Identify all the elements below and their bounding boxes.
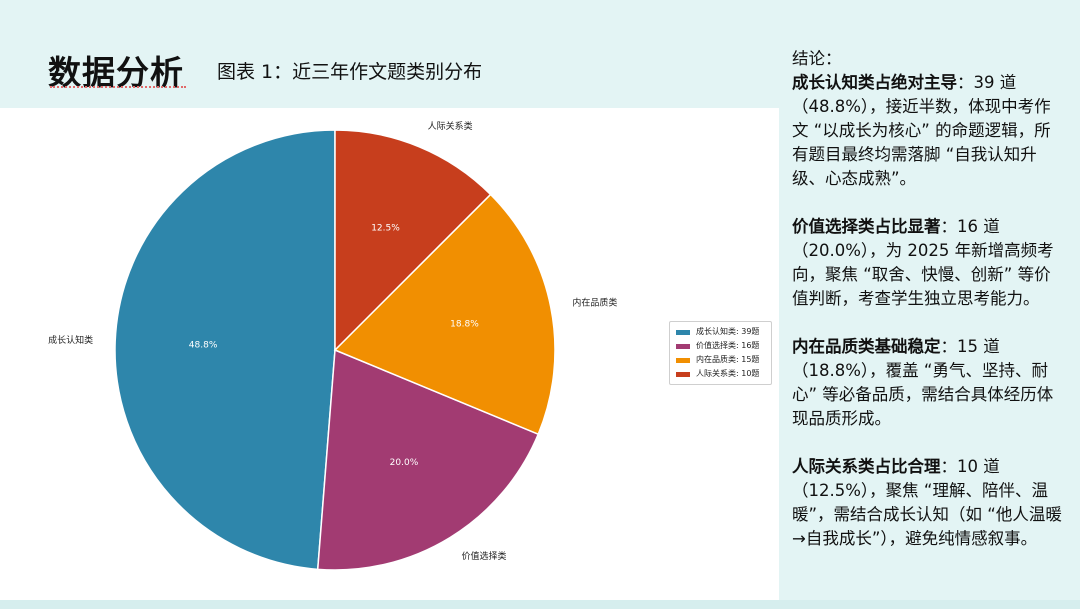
legend-label: 成长认知类: 39题 — [696, 327, 760, 336]
conclusion-lead: 内在品质类基础稳定 — [792, 337, 941, 356]
pie-slice-relation — [334, 129, 492, 352]
conclusion-text: ：15 道（18.8%），覆盖 “勇气、坚持、耐心” 等必备品质，需结合具体经历… — [792, 337, 1054, 428]
legend-swatch — [676, 357, 690, 363]
page-title: 数据分析 — [48, 53, 184, 92]
conclusion-lead: 成长认知类占绝对主导 — [792, 73, 957, 92]
pie-percent-label-relation: 12.5% — [371, 224, 400, 234]
conclusion-lead: 人际关系类占比合理 — [792, 457, 941, 476]
legend-entry-growth: 成长认知类: 39题 — [676, 325, 767, 339]
conclusion-lead: 价值选择类占比显著 — [792, 217, 941, 236]
pie-slice-growth — [114, 129, 336, 571]
conclusion-item-quality: 内在品质类基础稳定：15 道（18.8%），覆盖 “勇气、坚持、耐心” 等必备品… — [792, 335, 1066, 431]
pie-category-label-growth: 成长认知类 — [48, 334, 93, 346]
pie-category-label-quality: 内在品质类 — [572, 296, 617, 308]
pie-percent-label-growth: 48.8% — [189, 340, 218, 350]
chart-legend: 成长认知类: 39题 价值选择类: 16题 内在品质类: 15题 人际关系类: 10题 — [669, 321, 772, 385]
chart-caption: 图表 1：近三年作文题类别分布 — [217, 61, 483, 83]
pie-category-label-relation: 人际关系类 — [428, 120, 473, 132]
legend-swatch — [676, 343, 690, 349]
bottom-strip — [0, 600, 1080, 609]
title-underline — [50, 84, 186, 88]
chart-panel: 48.8% 成长认知类 20.0% 价值选择类 18.8% 内在品质类 12.5% 人际关系类… — [0, 108, 779, 600]
pie-percent-label-quality: 18.8% — [450, 320, 479, 330]
conclusion-item-value: 价值选择类占比显著：16 道（20.0%），为 2025 年新增高频考向，聚焦 … — [792, 215, 1066, 311]
legend-entry-relation: 人际关系类: 10题 — [676, 367, 767, 381]
conclusion-text: ：39 道（48.8%），接近半数，体现中考作文 “以成长为核心” 的命题逻辑，… — [792, 73, 1051, 188]
conclusion-panel: 结论： 成长认知类占绝对主导：39 道（48.8%），接近半数，体现中考作文 “… — [792, 47, 1066, 575]
legend-entry-quality: 内在品质类: 15题 — [676, 353, 767, 367]
conclusion-item-relation: 人际关系类占比合理：10 道（12.5%），聚焦 “理解、陪伴、温暖”，需结合成… — [792, 455, 1066, 551]
conclusion-text: ：16 道（20.0%），为 2025 年新增高频考向，聚焦 “取舍、快慢、创新… — [792, 217, 1054, 308]
pie-slice-value — [316, 348, 540, 571]
legend-entry-value: 价值选择类: 16题 — [676, 339, 767, 353]
legend-swatch — [676, 371, 690, 377]
legend-label: 人际关系类: 10题 — [696, 369, 760, 378]
pie-percent-label-value: 20.0% — [390, 458, 419, 468]
legend-label: 内在品质类: 15题 — [696, 355, 760, 364]
conclusion-heading: 结论： — [792, 49, 842, 68]
conclusion-text: ：10 道（12.5%），聚焦 “理解、陪伴、温暖”，需结合成长认知（如 “他人… — [792, 457, 1062, 548]
legend-label: 价值选择类: 16题 — [696, 341, 760, 350]
pie-category-label-value: 价值选择类 — [461, 550, 506, 562]
conclusion-item-growth: 成长认知类占绝对主导：39 道（48.8%），接近半数，体现中考作文 “以成长为… — [792, 71, 1066, 191]
legend-swatch — [676, 329, 690, 335]
pie-chart: 48.8% 成长认知类 20.0% 价值选择类 18.8% 内在品质类 12.5% 人际关系类 — [48, 120, 617, 571]
pie-slice-quality — [333, 193, 556, 436]
